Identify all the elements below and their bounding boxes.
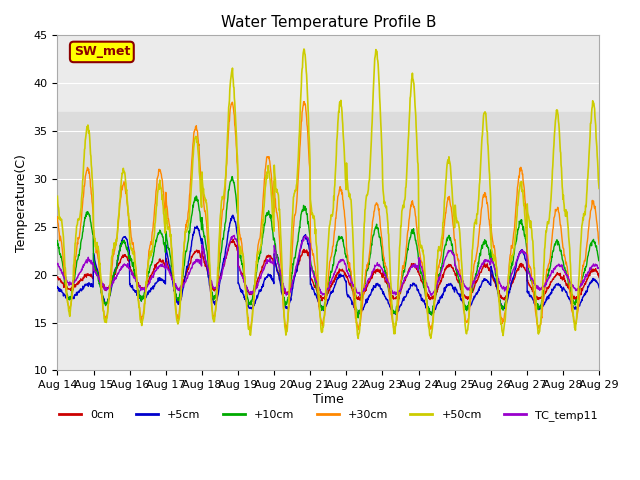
Text: SW_met: SW_met [74,46,130,59]
Y-axis label: Temperature(C): Temperature(C) [15,154,28,252]
Legend: 0cm, +5cm, +10cm, +30cm, +50cm, TC_temp11: 0cm, +5cm, +10cm, +30cm, +50cm, TC_temp1… [54,406,602,425]
X-axis label: Time: Time [313,393,344,406]
Title: Water Temperature Profile B: Water Temperature Profile B [221,15,436,30]
Bar [58,112,599,323]
